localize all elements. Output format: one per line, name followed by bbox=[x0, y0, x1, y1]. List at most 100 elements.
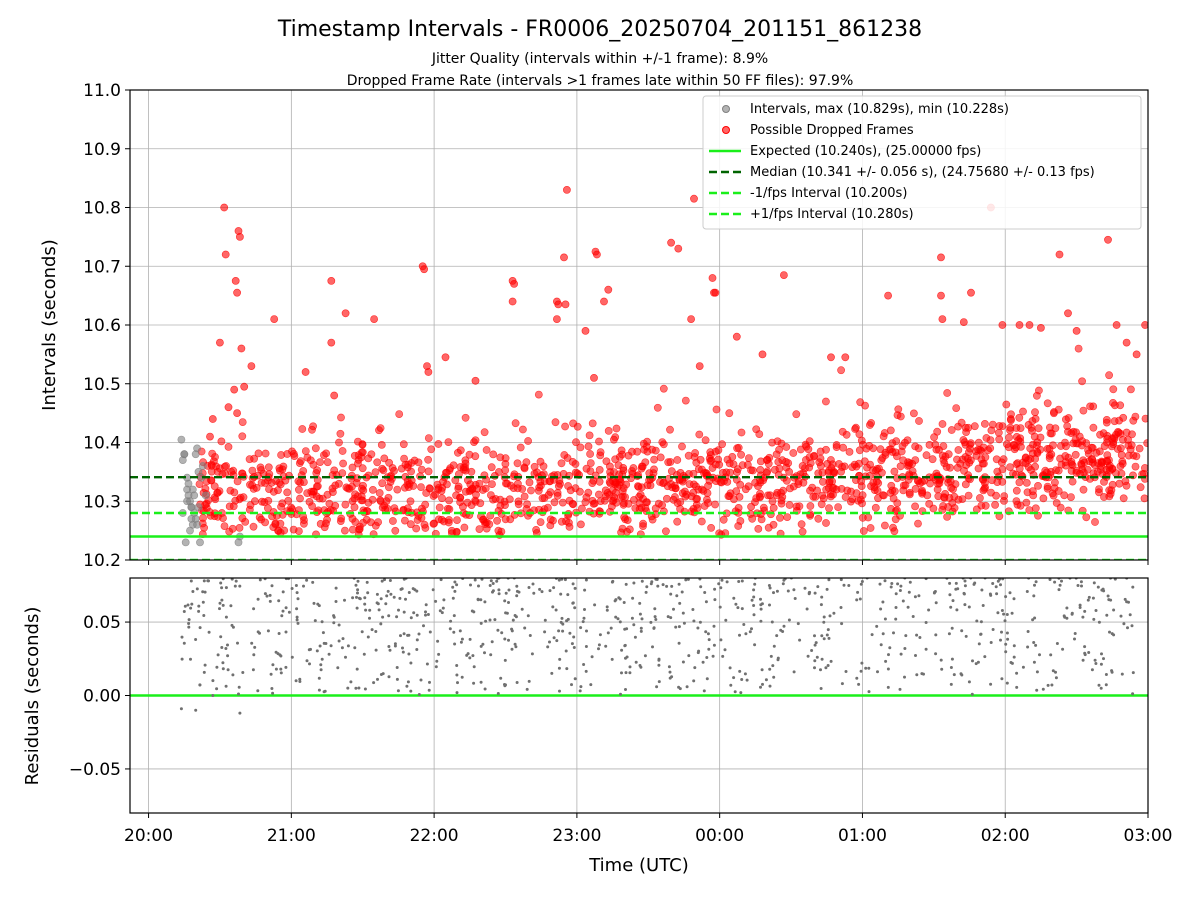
residual-point bbox=[666, 615, 670, 619]
residual-point bbox=[284, 630, 288, 634]
residual-point bbox=[1012, 597, 1016, 601]
residual-point bbox=[1123, 597, 1127, 601]
residual-point bbox=[491, 582, 495, 585]
dropped-frame-point bbox=[1025, 321, 1034, 329]
residual-point bbox=[903, 647, 907, 650]
residual-point bbox=[398, 596, 402, 600]
residual-point bbox=[202, 579, 206, 583]
residual-point bbox=[1000, 609, 1004, 612]
dropped-frame-point bbox=[851, 425, 859, 433]
dropped-frame-point bbox=[890, 467, 899, 476]
dropped-frame-point bbox=[339, 459, 347, 468]
interval-point bbox=[190, 491, 199, 500]
residual-point bbox=[1076, 584, 1080, 587]
dropped-frame-point bbox=[954, 422, 962, 431]
dropped-frame-point bbox=[943, 389, 952, 397]
residual-point bbox=[748, 630, 752, 634]
residual-point bbox=[828, 614, 832, 618]
dropped-frame-point bbox=[1031, 408, 1039, 417]
residual-point bbox=[772, 644, 776, 648]
residual-point bbox=[678, 601, 682, 605]
dropped-frame-point bbox=[981, 419, 989, 428]
dropped-frame-point bbox=[276, 519, 285, 528]
dropped-frame-point bbox=[841, 353, 850, 362]
residual-point bbox=[759, 603, 763, 607]
residual-point bbox=[681, 660, 685, 664]
dropped-frame-point bbox=[618, 450, 626, 459]
residual-point bbox=[973, 581, 977, 585]
residual-point bbox=[1112, 608, 1116, 612]
residual-point bbox=[681, 611, 685, 615]
residual-point bbox=[1032, 641, 1036, 644]
dropped-frame-point bbox=[1106, 489, 1115, 498]
residual-point bbox=[887, 653, 890, 657]
residual-point bbox=[962, 592, 966, 596]
residual-point bbox=[610, 580, 614, 584]
dropped-frame-point bbox=[1102, 465, 1111, 474]
intervals-y-tick-label: 10.3 bbox=[83, 492, 121, 512]
dropped-frame-point bbox=[934, 479, 942, 488]
residual-point bbox=[387, 675, 391, 679]
dropped-frame-point bbox=[621, 493, 629, 501]
residual-point bbox=[546, 645, 550, 649]
residual-point bbox=[558, 657, 562, 661]
residual-point bbox=[675, 594, 679, 598]
residual-point bbox=[319, 668, 323, 672]
dropped-frame-point bbox=[540, 477, 549, 486]
residual-point bbox=[922, 672, 925, 676]
dropped-frame-point bbox=[215, 464, 224, 473]
residual-point bbox=[656, 584, 660, 588]
dropped-frame-point bbox=[375, 489, 384, 497]
residual-point bbox=[720, 578, 724, 582]
dropped-frame-point bbox=[563, 185, 571, 194]
dropped-frame-point bbox=[832, 443, 841, 451]
dropped-frame-point bbox=[245, 455, 254, 464]
dropped-frame-point bbox=[553, 491, 562, 500]
residual-point bbox=[346, 686, 350, 690]
dropped-frame-point bbox=[1143, 439, 1148, 447]
residual-point bbox=[717, 582, 721, 586]
residual-point bbox=[376, 677, 379, 681]
dropped-frame-point bbox=[617, 528, 625, 537]
residual-point bbox=[822, 615, 826, 619]
dropped-frame-point bbox=[1045, 451, 1054, 460]
dropped-frame-point bbox=[611, 478, 620, 487]
x-tick-label: 02:00 bbox=[981, 826, 1030, 846]
residual-point bbox=[1090, 668, 1094, 672]
dropped-frame-point bbox=[845, 447, 854, 456]
residual-point bbox=[395, 677, 399, 681]
dropped-frame-point bbox=[441, 468, 450, 477]
residual-point bbox=[682, 621, 686, 625]
residual-point bbox=[949, 682, 953, 686]
interval-point bbox=[183, 497, 191, 506]
residual-point bbox=[974, 662, 978, 666]
intervals-reference-lines bbox=[130, 475, 1148, 560]
residual-point bbox=[573, 586, 577, 590]
dropped-frame-point bbox=[842, 430, 851, 439]
residual-point bbox=[503, 658, 507, 662]
residual-point bbox=[813, 659, 817, 663]
residual-point bbox=[908, 580, 912, 584]
dropped-frame-subtitle: Dropped Frame Rate (intervals >1 frames … bbox=[347, 73, 854, 89]
residual-point bbox=[628, 665, 632, 669]
residual-point bbox=[409, 689, 413, 693]
residual-point bbox=[651, 645, 654, 649]
residual-point bbox=[1054, 676, 1058, 680]
dropped-frame-point bbox=[1131, 462, 1140, 471]
residual-point bbox=[792, 670, 796, 674]
dropped-frame-point bbox=[220, 203, 229, 212]
residual-point bbox=[1046, 683, 1050, 687]
dropped-frame-point bbox=[330, 391, 339, 400]
interval-point bbox=[201, 491, 210, 500]
residual-point bbox=[693, 666, 697, 670]
residual-point bbox=[1021, 665, 1025, 669]
residual-point bbox=[669, 616, 673, 620]
residual-point bbox=[525, 687, 529, 691]
residual-point bbox=[195, 587, 199, 591]
dropped-frame-point bbox=[476, 499, 485, 508]
residuals-y-tick-label: −0.05 bbox=[69, 760, 121, 780]
residual-point bbox=[813, 643, 817, 647]
dropped-frame-point bbox=[915, 417, 923, 425]
residual-point bbox=[934, 601, 938, 605]
residual-point bbox=[515, 681, 519, 684]
